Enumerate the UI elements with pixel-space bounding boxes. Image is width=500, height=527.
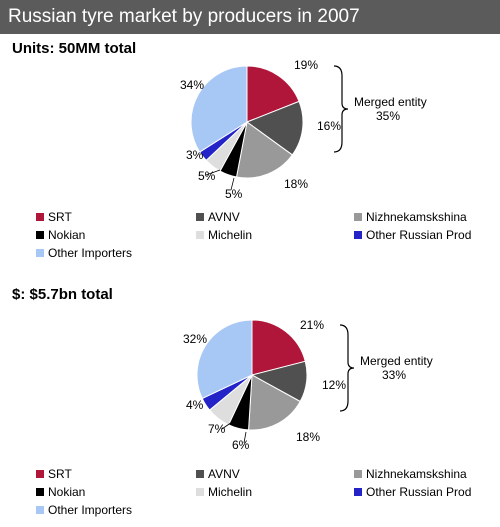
value-legend: SRT AVNV Nizhnekamskshina Nokian Michelin Oth… (36, 467, 496, 527)
merged-entity-brace (339, 324, 355, 412)
legend-swatch (196, 230, 204, 239)
units-legend: SRT AVNV Nizhnekamskshina Nokian Michelin Oth… (36, 210, 496, 270)
slice-avnv (245, 100, 304, 156)
legend-swatch (36, 487, 44, 496)
legend-item-michelin: Michelin (196, 228, 252, 242)
legend-item-michelin: Michelin (196, 485, 252, 499)
slice-other-importers (190, 65, 248, 153)
legend-item-nokian: Nokian (36, 228, 85, 242)
data-label-srt: 21% (300, 318, 324, 332)
legend-swatch (354, 487, 362, 496)
legend-item-other-russian-prod: Other Russian Prod (354, 228, 471, 242)
legend-label: Other Russian Prod (366, 228, 472, 242)
legend-swatch (354, 469, 362, 478)
legend-swatch (36, 505, 44, 514)
leader-line (243, 431, 247, 444)
leader-line (205, 169, 221, 176)
legend-item-nizhnekamskshina: Nizhnekamskshina (354, 467, 467, 481)
data-label-other-importers: 34% (180, 78, 204, 92)
data-label-nizhnekamskshina: 18% (284, 177, 308, 191)
legend-swatch (196, 487, 204, 496)
data-label-avnv: 16% (317, 119, 341, 133)
legend-swatch (196, 469, 204, 478)
units-chart-subtitle: Units: 50MM total (12, 40, 137, 57)
legend-label: Other Importers (48, 503, 133, 517)
slice-nizhnekamskshina (235, 121, 293, 179)
legend-swatch (354, 212, 362, 221)
legend-swatch (196, 212, 204, 221)
slice-srt (246, 65, 300, 123)
data-label-michelin: 7% (208, 422, 226, 436)
chart-title: Russian tyre market by producers in 2007 (0, 0, 500, 34)
merged-entity-label: Merged entity (354, 95, 427, 109)
legend-item-avnv: AVNV (196, 467, 240, 481)
legend-item-srt: SRT (36, 210, 72, 224)
legend-item-other-importers: Other Importers (36, 503, 132, 517)
legend-label: Other Russian Prod (366, 485, 472, 499)
legend-swatch (36, 212, 44, 221)
slice-other-importers (196, 319, 253, 400)
data-label-avnv: 12% (322, 378, 346, 392)
legend-item-srt: SRT (36, 467, 72, 481)
data-label-michelin: 5% (198, 169, 216, 183)
value-chart-subtitle: $: $5.7bn total (12, 286, 113, 303)
legend-label: AVNV (208, 210, 240, 224)
legend-label: Nizhnekamskshina (366, 467, 467, 481)
legend-label: Nizhnekamskshina (366, 210, 467, 224)
legend-item-nizhnekamskshina: Nizhnekamskshina (354, 210, 467, 224)
legend-label: Michelin (208, 485, 253, 499)
legend-label: Nokian (48, 228, 86, 242)
data-label-other-russian-prod: 4% (186, 398, 204, 412)
legend-item-nokian: Nokian (36, 485, 85, 499)
legend-swatch (36, 248, 44, 257)
merged-entity-brace (333, 65, 349, 153)
leader-line (230, 177, 235, 191)
data-label-nokian: 5% (225, 187, 243, 201)
legend-item-avnv: AVNV (196, 210, 240, 224)
legend-swatch (354, 230, 362, 239)
legend-item-other-importers: Other Importers (36, 246, 132, 260)
data-label-nizhnekamskshina: 18% (296, 430, 320, 444)
legend-label: AVNV (208, 467, 240, 481)
legend-label: Michelin (208, 228, 253, 242)
legend-label: SRT (48, 467, 72, 481)
merged-entity-value: 35% (376, 109, 400, 123)
legend-swatch (36, 230, 44, 239)
legend-label: Nokian (48, 485, 86, 499)
legend-swatch (36, 469, 44, 478)
data-label-srt: 19% (294, 58, 318, 72)
data-label-other-importers: 32% (183, 332, 207, 346)
data-label-nokian: 6% (232, 438, 250, 452)
legend-label: SRT (48, 210, 72, 224)
merged-entity-label: Merged entity (360, 354, 433, 368)
slice-nizhnekamskshina (248, 374, 301, 431)
slice-srt (251, 319, 306, 376)
merged-entity-value: 33% (382, 368, 406, 382)
legend-label: Other Importers (48, 246, 133, 260)
leader-line (221, 421, 233, 430)
legend-item-other-russian-prod: Other Russian Prod (354, 485, 471, 499)
